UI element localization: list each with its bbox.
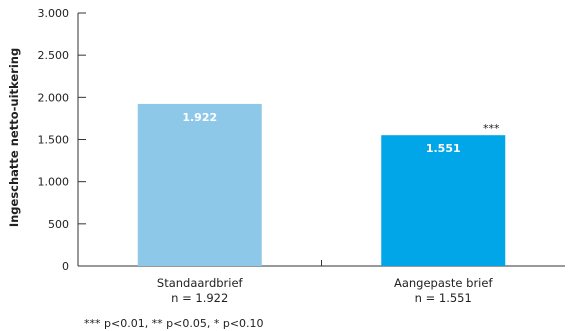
y-ticks: 0 500 1.000 1.500 2.000 2.500 3.000 — [38, 7, 86, 273]
x-category-label: Standaardbrief — [157, 276, 244, 290]
y-axis-label: Ingeschatte netto-uitkering — [7, 48, 21, 227]
significance-marker: *** — [483, 122, 500, 135]
bar-value-label: 1.922 — [182, 111, 217, 124]
bars: 1.922 1.551 *** — [137, 103, 506, 266]
bar-value-label: 1.551 — [426, 142, 461, 155]
y-tick-label: 500 — [48, 218, 69, 231]
y-tick-label: 1.000 — [38, 176, 70, 189]
y-tick-label: 2.000 — [38, 91, 70, 104]
y-tick-label: 3.000 — [38, 7, 70, 20]
y-tick-label: 2.500 — [38, 49, 70, 62]
x-category-sublabel: n = 1.551 — [415, 291, 472, 305]
x-category-label: Aangepaste brief — [394, 276, 493, 290]
y-tick-label: 1.500 — [38, 134, 70, 147]
x-category-sublabel: n = 1.922 — [171, 291, 228, 305]
bar — [381, 135, 506, 266]
y-tick-label: 0 — [62, 260, 69, 273]
bar — [137, 103, 262, 266]
footnote: *** p<0.01, ** p<0.05, * p<0.10 — [84, 317, 264, 330]
